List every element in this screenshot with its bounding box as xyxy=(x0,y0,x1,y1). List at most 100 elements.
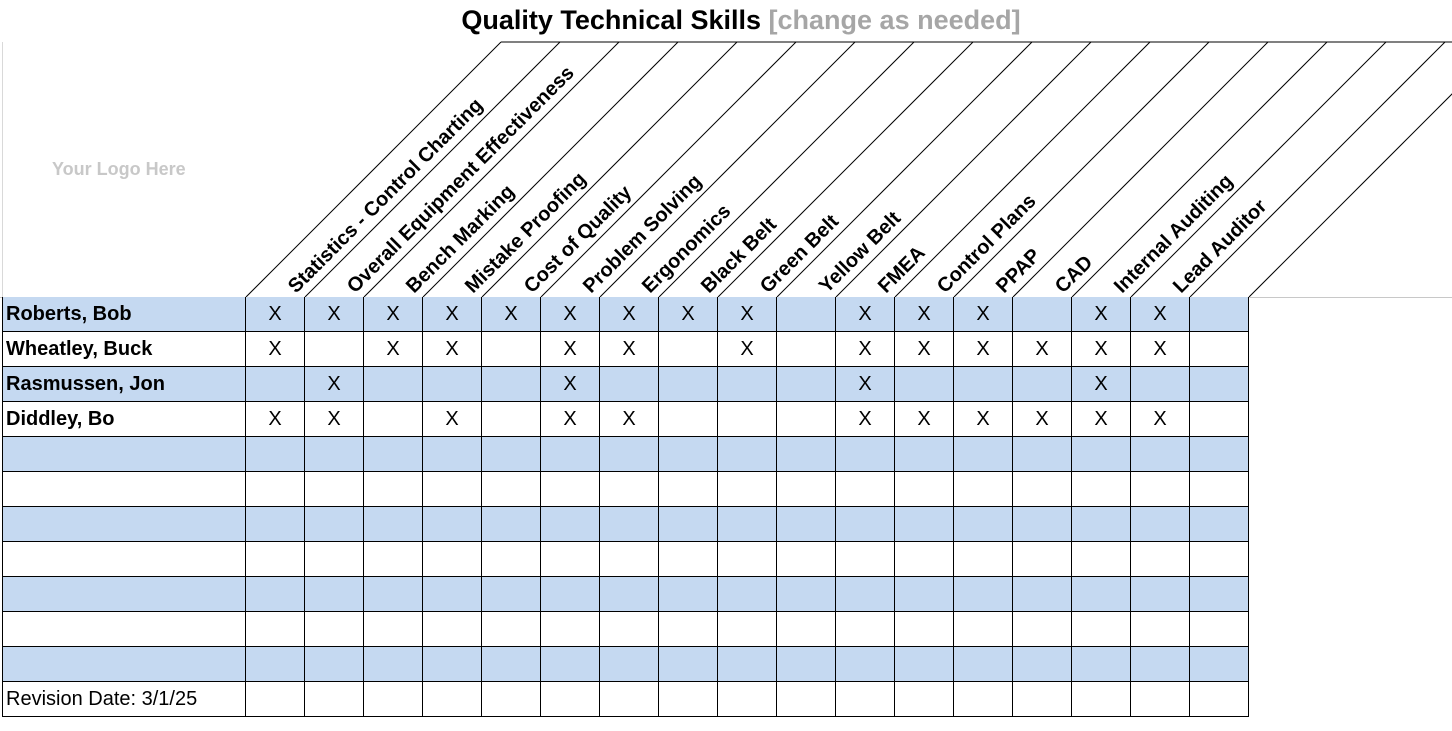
skill-cell[interactable] xyxy=(364,612,423,647)
skill-cell[interactable] xyxy=(777,577,836,612)
skill-cell[interactable] xyxy=(954,507,1013,542)
employee-name[interactable] xyxy=(2,437,246,472)
skill-cell[interactable] xyxy=(600,682,659,717)
skill-cell[interactable] xyxy=(659,682,718,717)
skill-cell[interactable] xyxy=(1190,472,1249,507)
skill-cell[interactable] xyxy=(246,542,305,577)
skill-cell[interactable] xyxy=(246,472,305,507)
skill-cell[interactable] xyxy=(305,332,364,367)
skill-cell[interactable] xyxy=(1190,367,1249,402)
skill-cell[interactable] xyxy=(1013,367,1072,402)
skill-cell[interactable]: X xyxy=(423,332,482,367)
skill-cell[interactable] xyxy=(1131,437,1190,472)
skill-cell[interactable] xyxy=(659,367,718,402)
skill-cell[interactable] xyxy=(423,472,482,507)
skill-cell[interactable] xyxy=(364,402,423,437)
skill-cell[interactable] xyxy=(246,647,305,682)
skill-cell[interactable] xyxy=(895,507,954,542)
skill-cell[interactable] xyxy=(777,402,836,437)
skill-cell[interactable] xyxy=(246,437,305,472)
skill-cell[interactable] xyxy=(836,507,895,542)
skill-cell[interactable] xyxy=(423,612,482,647)
skill-cell[interactable] xyxy=(777,542,836,577)
skill-cell[interactable] xyxy=(600,542,659,577)
skill-cell[interactable] xyxy=(718,542,777,577)
skill-cell[interactable]: X xyxy=(246,402,305,437)
skill-cell[interactable] xyxy=(1190,297,1249,332)
skill-cell[interactable]: X xyxy=(600,297,659,332)
skill-cell[interactable] xyxy=(364,682,423,717)
skill-cell[interactable] xyxy=(718,367,777,402)
skill-cell[interactable] xyxy=(1013,577,1072,612)
skill-cell[interactable] xyxy=(1190,542,1249,577)
skill-cell[interactable]: X xyxy=(541,402,600,437)
skill-cell[interactable] xyxy=(836,612,895,647)
skill-cell[interactable] xyxy=(364,647,423,682)
skill-cell[interactable] xyxy=(954,682,1013,717)
skill-cell[interactable] xyxy=(954,472,1013,507)
skill-cell[interactable] xyxy=(305,542,364,577)
skill-cell[interactable] xyxy=(246,682,305,717)
skill-cell[interactable] xyxy=(895,612,954,647)
skill-cell[interactable] xyxy=(364,472,423,507)
skill-cell[interactable] xyxy=(482,402,541,437)
skill-cell[interactable] xyxy=(482,367,541,402)
skill-cell[interactable] xyxy=(364,437,423,472)
skill-cell[interactable] xyxy=(777,507,836,542)
skill-cell[interactable] xyxy=(1190,402,1249,437)
skill-cell[interactable]: X xyxy=(541,367,600,402)
skill-cell[interactable] xyxy=(659,507,718,542)
skill-cell[interactable] xyxy=(423,647,482,682)
skill-cell[interactable] xyxy=(659,647,718,682)
skill-cell[interactable]: X xyxy=(305,402,364,437)
skill-cell[interactable] xyxy=(954,437,1013,472)
skill-cell[interactable] xyxy=(1190,577,1249,612)
skill-cell[interactable] xyxy=(659,472,718,507)
employee-name[interactable]: Diddley, Bo xyxy=(6,408,115,430)
skill-cell[interactable] xyxy=(600,507,659,542)
skill-cell[interactable] xyxy=(1190,612,1249,647)
skill-cell[interactable] xyxy=(1190,437,1249,472)
skill-cell[interactable] xyxy=(482,332,541,367)
employee-name[interactable]: Wheatley, Buck xyxy=(6,338,153,360)
skill-cell[interactable] xyxy=(1013,297,1072,332)
skill-cell[interactable] xyxy=(895,647,954,682)
skill-cell[interactable] xyxy=(777,437,836,472)
skill-cell[interactable]: X xyxy=(482,297,541,332)
skill-cell[interactable] xyxy=(305,647,364,682)
skill-cell[interactable] xyxy=(954,612,1013,647)
skill-cell[interactable] xyxy=(718,612,777,647)
skill-cell[interactable] xyxy=(718,437,777,472)
skill-cell[interactable]: X xyxy=(836,332,895,367)
employee-name[interactable] xyxy=(2,647,246,682)
skill-cell[interactable] xyxy=(718,577,777,612)
skill-cell[interactable]: X xyxy=(895,402,954,437)
skill-cell[interactable]: X xyxy=(659,297,718,332)
skill-cell[interactable] xyxy=(482,647,541,682)
skill-cell[interactable] xyxy=(541,542,600,577)
skill-cell[interactable]: X xyxy=(954,297,1013,332)
skill-cell[interactable]: X xyxy=(954,402,1013,437)
skill-cell[interactable] xyxy=(777,472,836,507)
skill-cell[interactable]: X xyxy=(1072,367,1131,402)
skill-cell[interactable]: X xyxy=(423,297,482,332)
skill-cell[interactable] xyxy=(777,647,836,682)
skill-cell[interactable] xyxy=(600,612,659,647)
skill-cell[interactable] xyxy=(777,332,836,367)
skill-cell[interactable] xyxy=(895,542,954,577)
skill-cell[interactable] xyxy=(659,542,718,577)
employee-name[interactable]: Roberts, Bob xyxy=(2,297,246,332)
skill-cell[interactable] xyxy=(954,367,1013,402)
skill-cell[interactable] xyxy=(482,577,541,612)
skill-cell[interactable] xyxy=(718,507,777,542)
skill-cell[interactable]: X xyxy=(541,332,600,367)
skill-cell[interactable] xyxy=(364,367,423,402)
skill-cell[interactable] xyxy=(1131,472,1190,507)
skill-cell[interactable] xyxy=(1013,647,1072,682)
skill-cell[interactable] xyxy=(600,367,659,402)
skill-cell[interactable] xyxy=(1013,507,1072,542)
skill-cell[interactable]: X xyxy=(954,332,1013,367)
skill-cell[interactable]: X xyxy=(718,332,777,367)
skill-cell[interactable]: X xyxy=(1131,402,1190,437)
skill-cell[interactable] xyxy=(364,507,423,542)
